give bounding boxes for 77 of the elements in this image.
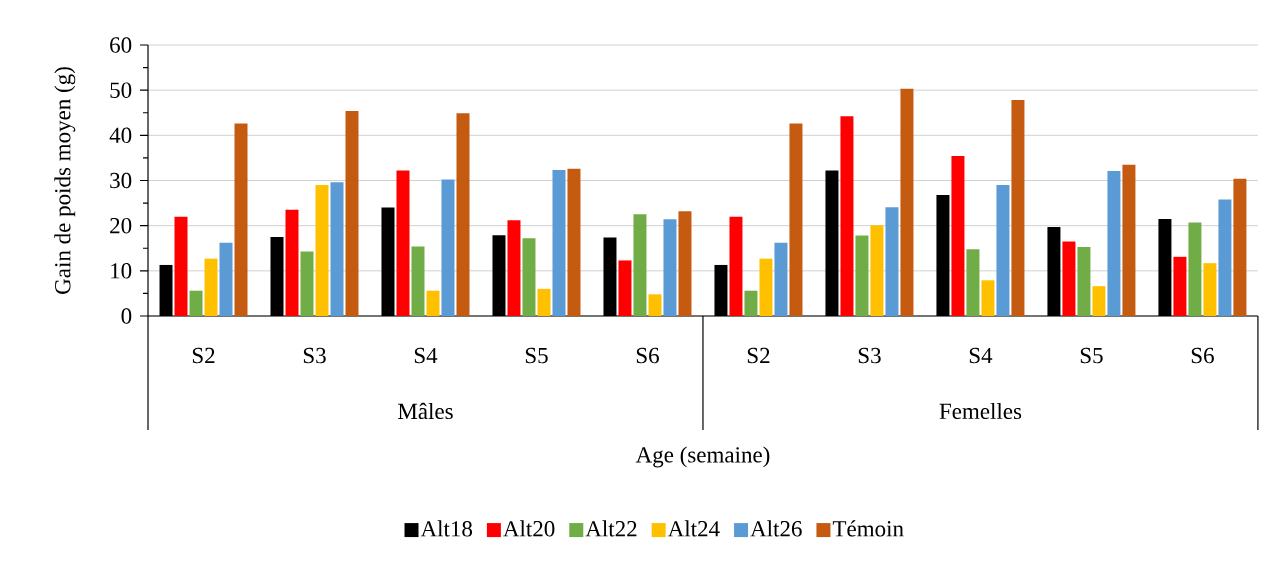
bar: [729, 216, 743, 316]
bar: [633, 214, 647, 316]
bar: [996, 185, 1010, 316]
bar: [1122, 164, 1136, 316]
bar: [411, 246, 425, 316]
text: Mâles: [398, 402, 453, 420]
x-tick-label: S5: [1080, 347, 1103, 364]
bar: [285, 209, 299, 316]
bar: [1077, 246, 1091, 316]
bar: [648, 294, 662, 316]
x-tick-label: S2: [747, 347, 770, 364]
bar: [1092, 286, 1106, 316]
x-tick-label: S4: [969, 347, 993, 364]
bar: [507, 220, 521, 316]
bar: [744, 290, 758, 316]
legend-label: Témoin: [832, 520, 904, 537]
bar: [981, 280, 995, 316]
legend-label: Alt24: [667, 520, 720, 537]
x-tick-label: S5: [525, 347, 548, 364]
y-tick-label: 40: [109, 127, 132, 144]
bar: [345, 110, 359, 316]
legend-label: Alt20: [503, 520, 555, 537]
bar: [456, 113, 470, 316]
bar: [1218, 199, 1232, 316]
bar: [1203, 263, 1217, 316]
bar: [567, 168, 581, 316]
y-tick-label: 20: [110, 217, 132, 234]
y-tick-label: 10: [111, 263, 132, 279]
bar: [204, 258, 218, 316]
bar: [900, 88, 914, 316]
bar: [537, 288, 551, 316]
bar: [441, 179, 455, 316]
bar: [870, 225, 884, 316]
x-tick-label: S3: [303, 347, 326, 364]
bar: [759, 258, 773, 316]
y-tick-label: 60: [110, 37, 132, 53]
bar: [315, 185, 329, 316]
y-tick-label: 30: [110, 172, 132, 189]
y-tick-label: 50: [110, 82, 132, 98]
y-tick-label: 0: [121, 308, 132, 324]
bar: [1011, 100, 1025, 316]
bar: [426, 290, 440, 316]
bar: [1107, 171, 1121, 316]
bar: [618, 260, 632, 316]
bar: [522, 238, 536, 316]
bar: [840, 116, 854, 316]
bar: [1188, 222, 1202, 316]
bar: [663, 219, 677, 316]
bar: [951, 156, 965, 316]
bar: [396, 170, 410, 316]
bar: [300, 251, 314, 316]
bar: [885, 207, 899, 316]
legend-label: Alt18: [420, 520, 473, 537]
legend-label: Alt26: [750, 520, 802, 537]
x-axis-title: Age (semaine): [635, 446, 770, 468]
bar: [966, 249, 980, 316]
x-tick-label: S6: [1191, 347, 1214, 364]
bar: [678, 211, 692, 316]
legend-label: Alt22: [585, 520, 637, 537]
bar: [855, 235, 869, 316]
bar: [789, 123, 803, 316]
text: Femelles: [939, 402, 1022, 420]
bar: [1173, 256, 1187, 316]
bar: [552, 170, 566, 316]
bar: [1233, 178, 1247, 316]
bar: [234, 123, 248, 316]
x-tick-label: S2: [192, 347, 215, 364]
bar: [330, 182, 344, 316]
x-tick-label: S3: [858, 347, 881, 364]
bar: [174, 216, 188, 316]
bar: [774, 242, 788, 316]
y-axis-title: Gain de poids moyen (g): [54, 67, 76, 294]
x-tick-label: S4: [414, 347, 438, 364]
x-tick-label: S6: [636, 347, 659, 364]
bar: [189, 290, 203, 316]
bar: [1062, 241, 1076, 316]
bar: [219, 242, 233, 316]
